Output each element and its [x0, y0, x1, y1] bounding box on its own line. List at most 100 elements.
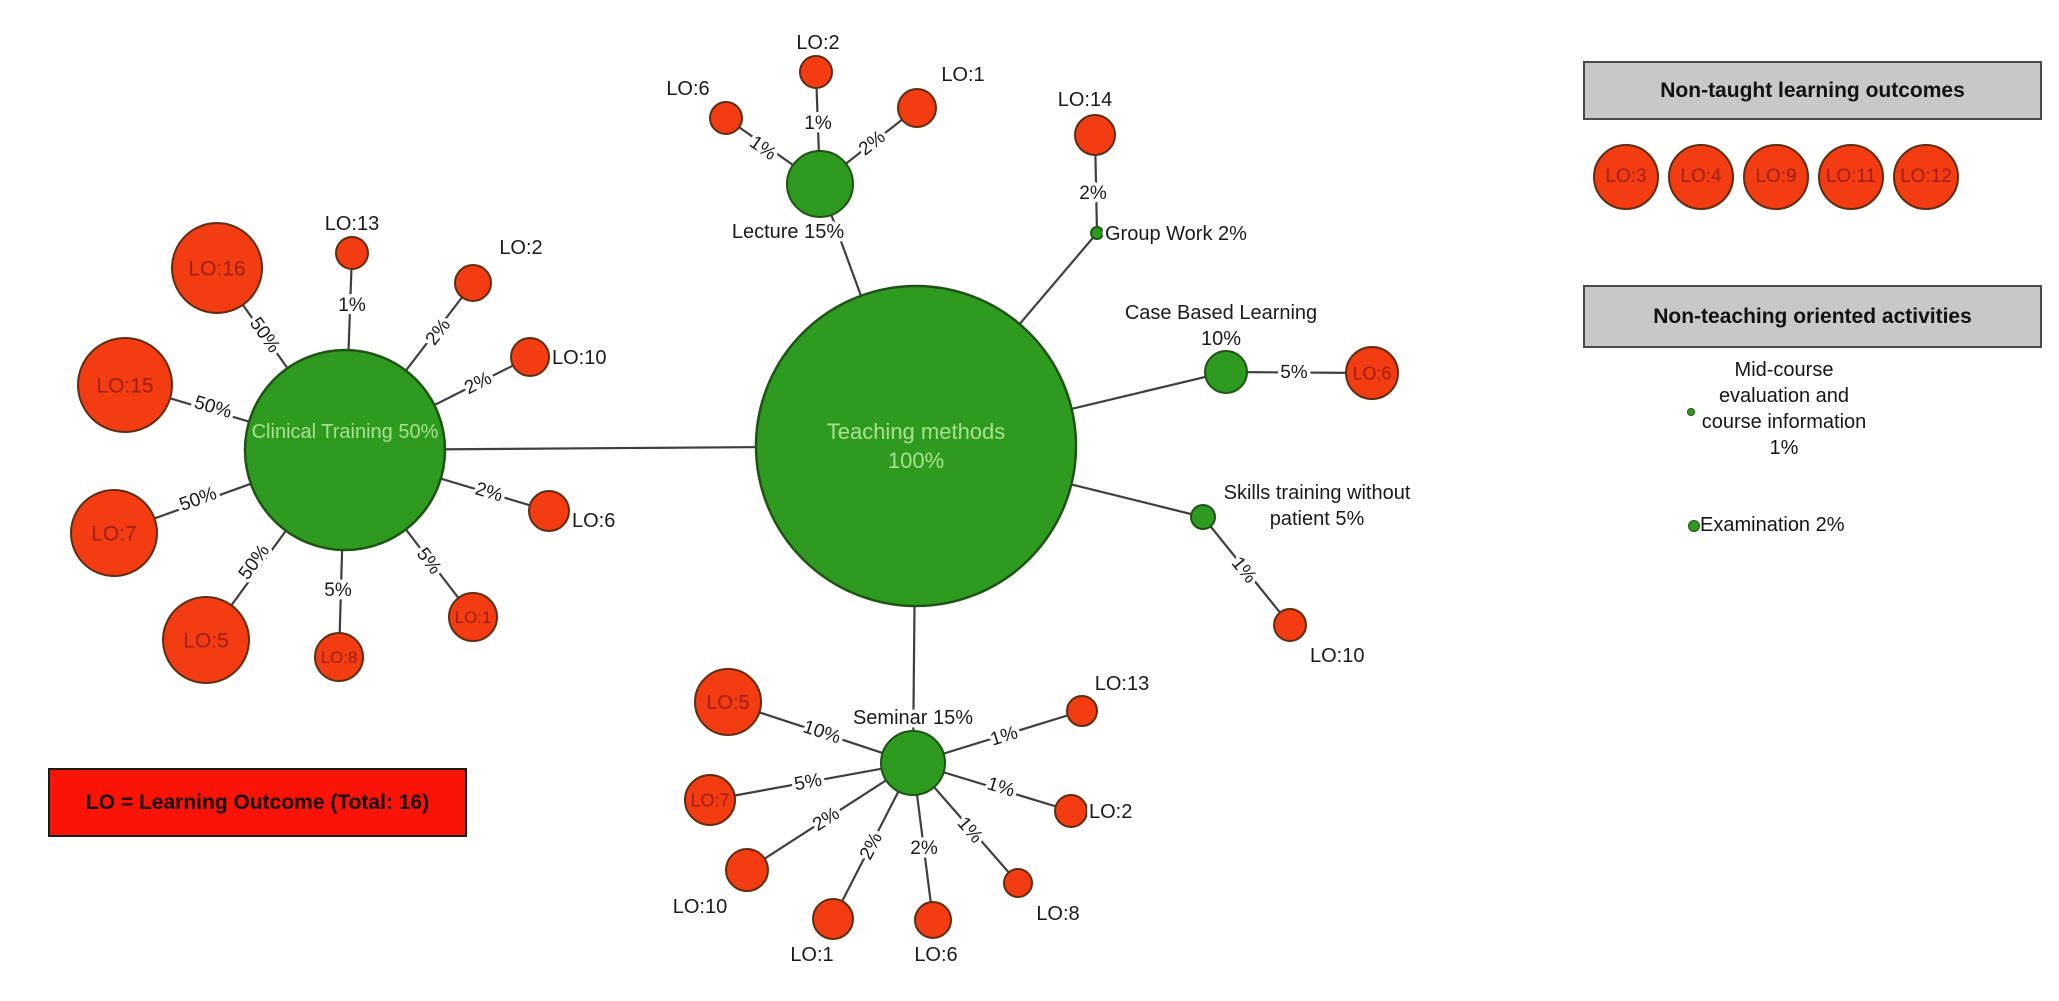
edge-label-seminar-lo5_se: 10% [801, 717, 844, 749]
label-lo1_lec: LO:1 [941, 64, 984, 86]
label-lo2_lec: LO:2 [796, 32, 839, 54]
label-lo10_se: LO:10 [673, 896, 727, 918]
node-lo6_lec [709, 101, 743, 135]
edge-label-lo14-groupwork: 2% [1079, 183, 1107, 204]
node-teaching [754, 284, 1078, 608]
non-taught-header: Non-taught learning outcomes [1583, 61, 2042, 120]
edge-label-seminar-lo1_se: 2% [856, 829, 887, 863]
edge-skills-lo10_sk [1202, 516, 1291, 626]
non-taught-circle-row: LO:3 LO:4 LO:9 LO:11 LO:12 [1593, 144, 1959, 210]
edge-label-clinical-lo5_cl: 50% [235, 541, 274, 584]
node-skills [1190, 504, 1216, 530]
label-lo15_cl: LO:15 [96, 374, 153, 397]
node-lo6_case [1345, 346, 1399, 400]
node-lo10_sk [1273, 608, 1307, 642]
edge-label-seminar-lo13_se: 1% [988, 722, 1021, 750]
label-case: Case Based Learning 10% [1125, 302, 1317, 350]
label-skills: Skills training without patient 5% [1224, 482, 1411, 530]
label-lo6_se: LO:6 [914, 944, 957, 966]
node-lo7_se [684, 774, 736, 826]
edge-label-clinical-lo10_cl: 2% [461, 368, 495, 399]
label-lo10_cl: LO:10 [552, 347, 606, 369]
edge-label-clinical-lo7_cl: 50% [177, 483, 220, 516]
node-lecture [786, 150, 854, 218]
node-lo16_cl [171, 222, 263, 314]
edge-label-clinical-lo13_cl: 1% [338, 295, 366, 316]
label-lo8_se: LO:8 [1036, 903, 1079, 925]
label-lo13_cl: LO:13 [325, 213, 379, 235]
node-lo1_cl [448, 592, 498, 642]
label-lo5_se: LO:5 [706, 692, 749, 714]
label-lo2_se: LO:2 [1089, 801, 1132, 823]
legend-outcome-label: LO:9 [1755, 166, 1797, 187]
examination-dot-icon [1688, 520, 1700, 532]
mid-course-label: Mid-course evaluation and course informa… [1701, 359, 1867, 459]
edge-label-clinical-lo6_cl: 2% [473, 478, 505, 506]
edge-label-lecture-lo2_lec: 1% [804, 113, 832, 134]
edge-label-seminar-lo6_se: 2% [910, 838, 938, 859]
label-seminar: Seminar 15% [853, 707, 973, 729]
node-lo1_se [812, 898, 854, 940]
node-lo1_lec [897, 88, 937, 128]
node-lo2_cl [454, 264, 492, 302]
node-groupwork [1090, 226, 1104, 240]
edge-label-clinical-lo8_cl: 5% [324, 580, 352, 601]
edge-label-case-lo6_case: 5% [1280, 362, 1308, 383]
edge-label-seminar-lo7_se: 5% [793, 770, 824, 796]
legend-outcome-label: LO:3 [1605, 166, 1647, 187]
label-lo7_cl: LO:7 [91, 522, 137, 545]
legend-outcome-label: LO:4 [1680, 166, 1722, 187]
node-lo10_cl [510, 337, 550, 377]
legend-outcome-label: LO:12 [1900, 166, 1952, 187]
node-lo6_cl [528, 490, 570, 532]
legend-outcome-lo9: LO:9 [1743, 144, 1809, 210]
node-lo10_se [725, 848, 769, 892]
label-lo13_se: LO:13 [1095, 673, 1149, 695]
legend-outcome-lo3: LO:3 [1593, 144, 1659, 210]
node-lo13_cl [335, 236, 369, 270]
label-lo6_lec: LO:6 [666, 78, 709, 100]
node-lo6_se [914, 901, 952, 939]
label-lo8_cl: LO:8 [321, 648, 358, 667]
label-lecture: Lecture 15% [732, 221, 845, 243]
edge-label-clinical-lo16_cl: 50% [245, 314, 284, 357]
label-lo5_cl: LO:5 [183, 629, 229, 652]
node-lo14 [1074, 114, 1116, 156]
label-clinical: Clinical Training 50% [252, 421, 439, 443]
node-lo2_se [1054, 794, 1088, 828]
label-groupwork: Group Work 2% [1105, 223, 1247, 245]
non-teaching-header: Non-teaching oriented activities [1583, 285, 2042, 348]
edge-label-clinical-lo15_cl: 50% [192, 392, 235, 423]
label-lo6_cl: LO:6 [572, 510, 615, 532]
node-lo15_cl [77, 337, 173, 433]
legend-outcome-label: LO:11 [1825, 166, 1877, 187]
label-lo6_case: LO:6 [1352, 363, 1391, 383]
node-clinical [243, 348, 447, 552]
edge-label-seminar-lo2_se: 1% [985, 773, 1017, 801]
node-lo8_se [1003, 868, 1033, 898]
node-lo8_cl [314, 632, 364, 682]
label-lo7_se: LO:7 [690, 790, 729, 810]
node-case [1204, 350, 1248, 394]
label-lo2_cl: LO:2 [499, 237, 542, 259]
label-lo10_sk: LO:10 [1310, 645, 1364, 667]
lo-definition-note: LO = Learning Outcome (Total: 16) [48, 768, 467, 837]
edge-label-lecture-lo6_lec: 1% [745, 132, 780, 165]
legend-outcome-lo4: LO:4 [1668, 144, 1734, 210]
node-lo13_se [1066, 695, 1098, 727]
label-lo1_se: LO:1 [790, 944, 833, 966]
examination-label: Examination 2% [1700, 514, 1845, 536]
mid-course-dot-icon [1687, 408, 1695, 416]
legend-outcome-lo11: LO:11 [1818, 144, 1884, 210]
edge-seminar-lo7_se [709, 761, 914, 802]
legend-outcome-lo12: LO:12 [1893, 144, 1959, 210]
label-teaching: Teaching methods 100% [827, 419, 1006, 473]
label-lo14: LO:14 [1058, 89, 1112, 111]
node-lo5_se [694, 668, 762, 736]
node-lo7_cl [70, 489, 158, 577]
edge-label-lecture-lo1_lec: 2% [855, 127, 890, 161]
node-lo2_lec [799, 55, 833, 89]
node-lo5_cl [162, 596, 250, 684]
